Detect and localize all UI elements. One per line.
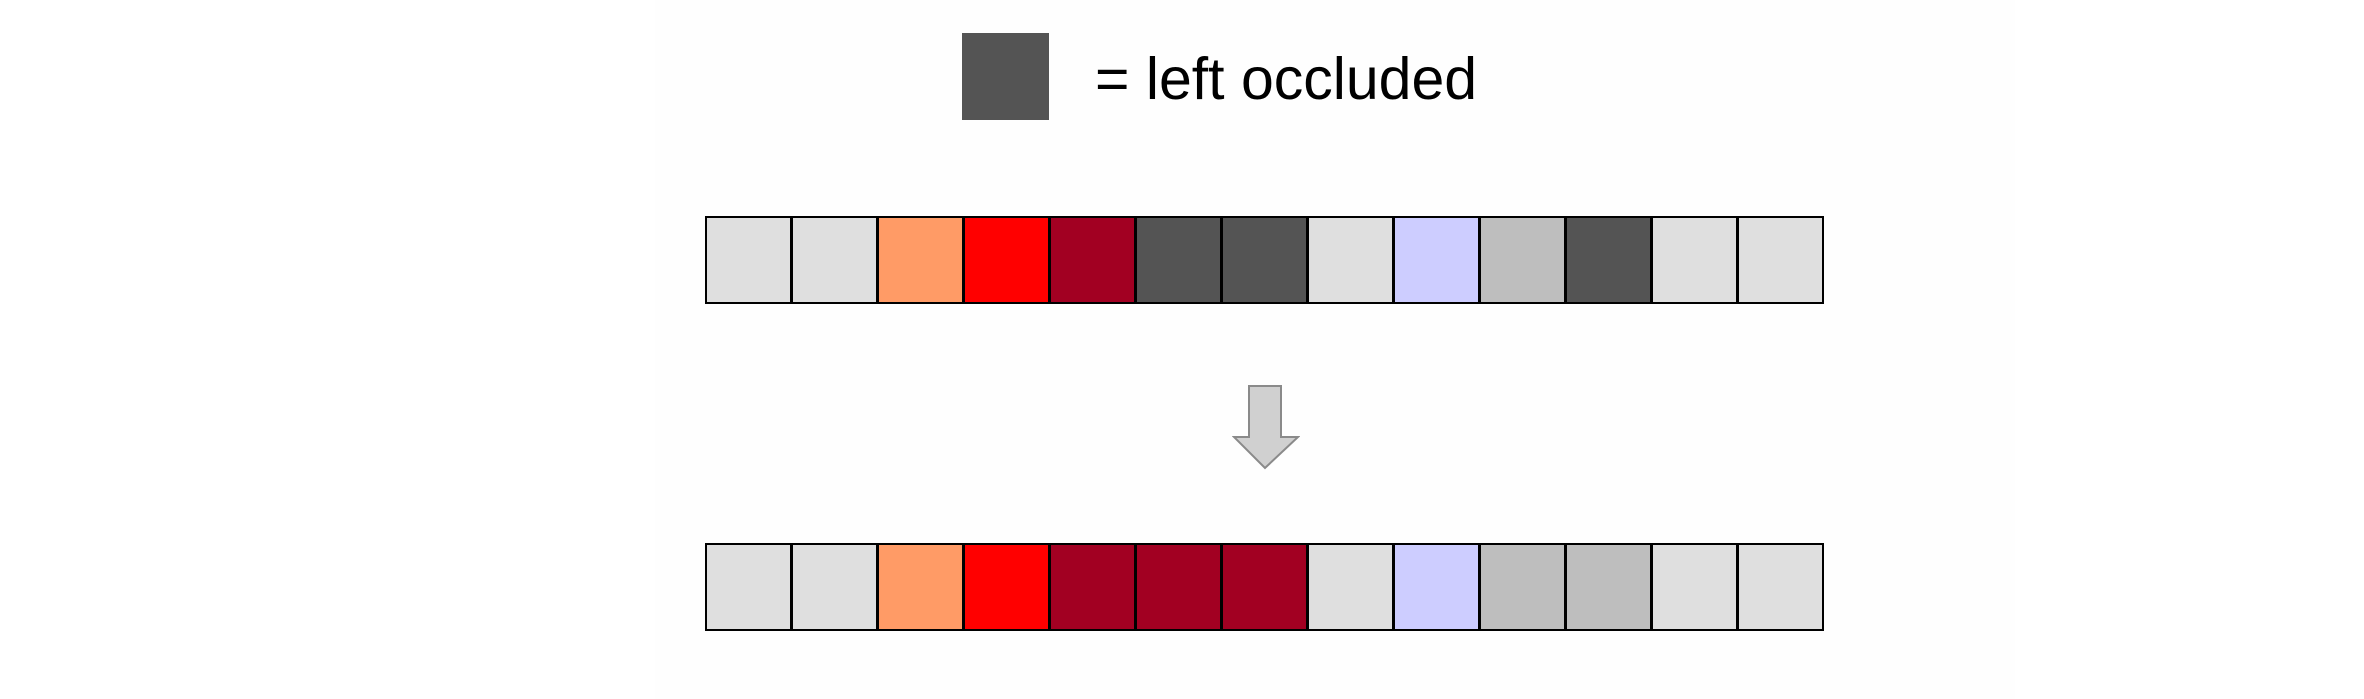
before-cell-3	[877, 216, 964, 304]
after-cell-10	[1479, 543, 1566, 631]
after-cell-11	[1565, 543, 1652, 631]
legend-label: = left occluded	[1095, 46, 1478, 112]
before-cell-13	[1737, 216, 1824, 304]
before-cell-11	[1565, 216, 1652, 304]
after-cell-2	[791, 543, 878, 631]
after-cell-5	[1049, 543, 1136, 631]
down-arrow-icon	[1232, 385, 1300, 470]
before-cell-7	[1221, 216, 1308, 304]
before-cell-2	[791, 216, 878, 304]
after-cell-12	[1651, 543, 1738, 631]
after-cell-7	[1221, 543, 1308, 631]
after-cell-3	[877, 543, 964, 631]
before-cell-6	[1135, 216, 1222, 304]
before-cell-1	[705, 216, 792, 304]
after-cell-13	[1737, 543, 1824, 631]
after-cell-4	[963, 543, 1050, 631]
before-cell-5	[1049, 216, 1136, 304]
after-cell-6	[1135, 543, 1222, 631]
before-cell-8	[1307, 216, 1394, 304]
legend-swatch-left-occluded	[962, 33, 1049, 120]
before-cell-12	[1651, 216, 1738, 304]
cell-row-after	[705, 543, 1824, 631]
after-cell-1	[705, 543, 792, 631]
before-cell-10	[1479, 216, 1566, 304]
before-cell-4	[963, 216, 1050, 304]
cell-row-before	[705, 216, 1824, 304]
after-cell-9	[1393, 543, 1480, 631]
after-cell-8	[1307, 543, 1394, 631]
before-cell-9	[1393, 216, 1480, 304]
